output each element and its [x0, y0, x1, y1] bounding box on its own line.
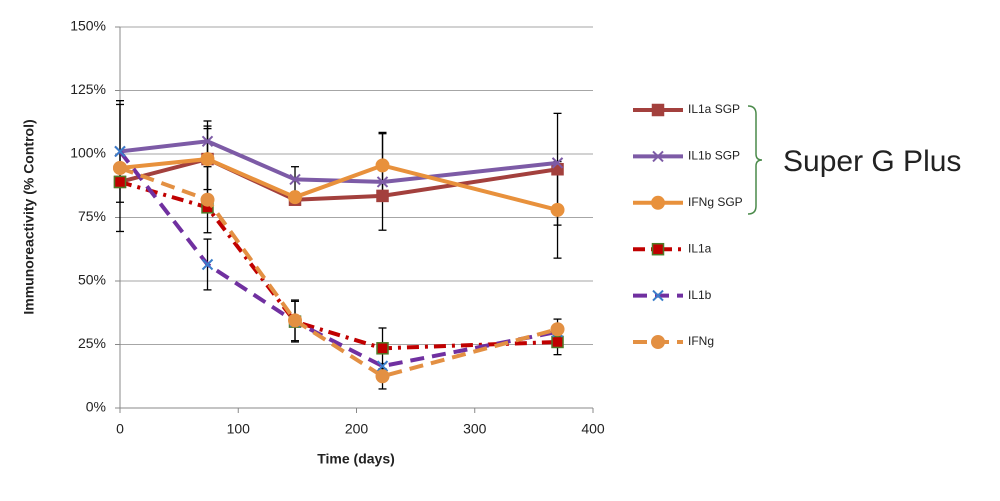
y-tick-label: 50%	[78, 272, 106, 288]
legend-label: IL1a	[688, 241, 712, 255]
marker	[651, 103, 665, 117]
x-tick-label: 300	[463, 421, 487, 437]
marker	[651, 242, 665, 256]
annotation: Super G Plus	[783, 145, 961, 178]
legend-item: IFNg SGP	[633, 195, 743, 210]
marker	[551, 157, 564, 169]
marker	[551, 335, 564, 349]
legend-item: IL1a	[633, 241, 712, 256]
marker	[376, 189, 389, 203]
y-tick-label: 25%	[78, 335, 106, 351]
marker	[113, 175, 127, 189]
marker	[201, 135, 214, 148]
legend-label: IL1b SGP	[688, 149, 740, 163]
marker	[375, 369, 390, 384]
brace	[747, 105, 763, 215]
x-tick-label: 200	[345, 421, 369, 437]
legend-item: IL1a SGP	[633, 102, 740, 117]
marker	[201, 258, 214, 271]
y-tick-label: 0%	[86, 399, 106, 415]
y-axis-title: Immunoreactivity (% Control)	[21, 119, 37, 314]
marker	[113, 160, 127, 175]
y-tick-label: 150%	[70, 18, 106, 34]
marker	[289, 173, 301, 186]
x-tick-label: 100	[227, 421, 251, 437]
legend-label: IFNg SGP	[688, 195, 743, 209]
x-axis-title: Time (days)	[317, 451, 395, 467]
marker	[376, 342, 389, 355]
marker	[200, 152, 215, 167]
series-line	[119, 180, 558, 351]
x-tick-label: 400	[581, 421, 605, 437]
legend-item: IL1b SGP	[633, 149, 740, 163]
marker	[651, 195, 665, 210]
marker	[376, 176, 389, 188]
y-tick-label: 125%	[70, 81, 106, 97]
marker	[652, 150, 664, 163]
marker	[288, 190, 303, 205]
marker	[375, 158, 390, 173]
legend-item: IL1b	[633, 288, 712, 302]
legend-item: IFNg	[633, 334, 714, 349]
legend-label: IL1b	[688, 288, 712, 302]
marker	[288, 313, 303, 328]
marker	[200, 192, 215, 207]
legend-label: IL1a SGP	[688, 102, 740, 116]
marker	[652, 289, 664, 302]
marker	[376, 360, 389, 372]
marker	[550, 202, 565, 217]
x-tick-label: 0	[116, 421, 124, 437]
marker	[550, 322, 565, 337]
marker	[114, 145, 126, 158]
y-tick-label: 100%	[70, 145, 106, 161]
marker	[651, 335, 665, 349]
legend-label: IFNg	[688, 334, 714, 348]
y-tick-label: 75%	[78, 208, 106, 224]
